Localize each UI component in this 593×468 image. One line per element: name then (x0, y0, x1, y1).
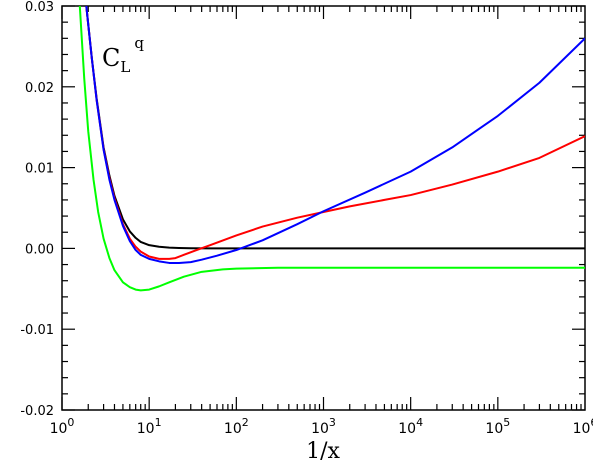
x-tick-label: 103 (311, 416, 336, 437)
series-line-3 (85, 6, 585, 264)
series-line-4 (78, 6, 585, 292)
y-tick-label: 0.00 (25, 242, 54, 257)
x-tick-label: 104 (398, 416, 423, 437)
y-tick-labels: -0.02 -0.01 0.00 0.01 0.02 0.03 (20, 0, 54, 419)
x-tick-label: 106 (573, 416, 593, 437)
chart-annotation: CLq (102, 34, 144, 76)
y-tick-label: 0.01 (25, 162, 54, 177)
y-tick-label: 0.03 (25, 0, 54, 15)
annotation-main: C (102, 44, 120, 72)
plot-frame (61, 5, 586, 411)
series-lines (78, 6, 585, 292)
x-tick-label: 100 (50, 416, 75, 437)
y-tick-label: -0.02 (20, 404, 54, 419)
x-tick-labels: 100 101 102 103 104 105 106 (50, 416, 593, 437)
x-tick-label: 101 (137, 416, 162, 437)
x-tick-label: 105 (485, 416, 510, 437)
x-axis-title: 1/x (306, 439, 340, 464)
annotation-sub: L (120, 58, 130, 76)
axis-ticks (61, 5, 585, 411)
annotation-sup: q (134, 34, 144, 52)
series-line-2 (85, 6, 585, 260)
y-tick-label: 0.02 (25, 81, 54, 96)
x-tick-label: 102 (224, 416, 249, 437)
y-tick-label: -0.01 (20, 323, 54, 338)
series-line-1 (85, 6, 585, 250)
